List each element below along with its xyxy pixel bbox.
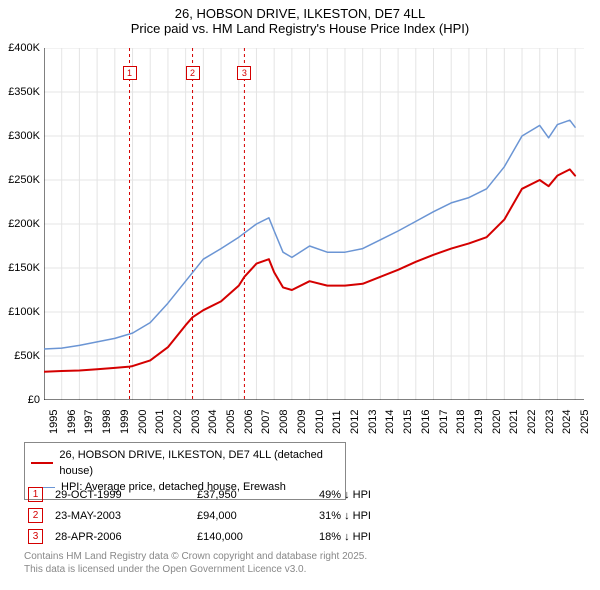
marker-number-box: 3: [28, 529, 43, 544]
marker-price: £94,000: [197, 510, 307, 522]
legend-label: 26, HOBSON DRIVE, ILKESTON, DE7 4LL (det…: [59, 447, 339, 479]
marker-row: 3 28-APR-2006 £140,000 18% ↓ HPI: [24, 526, 576, 547]
chart-container: 26, HOBSON DRIVE, ILKESTON, DE7 4LL Pric…: [0, 0, 600, 590]
legend-swatch: [31, 462, 53, 464]
marker-price: £37,950: [197, 489, 307, 501]
x-tick-label: 2014: [384, 410, 396, 434]
x-tick-label: 1998: [101, 410, 113, 434]
x-tick-label: 2022: [526, 410, 538, 434]
x-tick-label: 2012: [349, 410, 361, 434]
y-tick-label: £0: [28, 394, 40, 406]
x-tick-label: 1997: [83, 410, 95, 434]
footer-line1: Contains HM Land Registry data © Crown c…: [24, 550, 367, 563]
x-tick-label: 2007: [260, 410, 272, 434]
x-tick-label: 2008: [278, 410, 290, 434]
marker-date: 23-MAY-2003: [55, 510, 185, 522]
x-tick-label: 2019: [473, 410, 485, 434]
chart-marker-2: 2: [186, 66, 200, 80]
marker-number-box: 2: [28, 508, 43, 523]
x-tick-label: 2009: [296, 410, 308, 434]
title-line1: 26, HOBSON DRIVE, ILKESTON, DE7 4LL: [0, 6, 600, 21]
marker-row: 1 29-OCT-1999 £37,950 49% ↓ HPI: [24, 484, 576, 505]
marker-delta: 31% ↓ HPI: [319, 510, 576, 522]
x-tick-label: 2003: [190, 410, 202, 434]
chart-marker-3: 3: [237, 66, 251, 80]
y-tick-label: £300K: [8, 130, 40, 142]
y-tick-label: £50K: [14, 350, 40, 362]
y-tick-label: £100K: [8, 306, 40, 318]
x-tick-label: 2002: [172, 410, 184, 434]
y-tick-label: £150K: [8, 262, 40, 274]
x-tick-label: 2005: [225, 410, 237, 434]
x-tick-label: 2004: [207, 410, 219, 434]
x-tick-label: 2016: [420, 410, 432, 434]
x-tick-label: 2010: [314, 410, 326, 434]
x-tick-label: 1996: [66, 410, 78, 434]
x-tick-label: 2021: [508, 410, 520, 434]
y-axis-labels: £0£50K£100K£150K£200K£250K£300K£350K£400…: [0, 48, 42, 400]
x-tick-label: 2025: [579, 410, 591, 434]
x-tick-label: 2006: [243, 410, 255, 434]
legend-item: 26, HOBSON DRIVE, ILKESTON, DE7 4LL (det…: [31, 447, 339, 479]
x-tick-label: 2015: [402, 410, 414, 434]
x-tick-label: 2011: [331, 410, 343, 434]
marker-date: 28-APR-2006: [55, 531, 185, 543]
x-tick-label: 2020: [491, 410, 503, 434]
marker-number-box: 1: [28, 487, 43, 502]
x-tick-label: 2024: [561, 410, 573, 434]
y-tick-label: £350K: [8, 86, 40, 98]
x-axis-labels: 1995 1996 1997 1998 1999 2000 2001 2002 2003 2004…: [44, 404, 584, 444]
title-line2: Price paid vs. HM Land Registry's House …: [0, 21, 600, 36]
markers-table: 1 29-OCT-1999 £37,950 49% ↓ HPI 2 23-MAY-2003…: [24, 484, 576, 547]
chart-marker-1: 1: [123, 66, 137, 80]
x-tick-label: 1999: [119, 410, 131, 434]
x-tick-label: 2018: [455, 410, 467, 434]
x-tick-label: 2017: [438, 410, 450, 434]
marker-delta: 49% ↓ HPI: [319, 489, 576, 501]
x-tick-label: 2013: [367, 410, 379, 434]
x-tick-label: 2023: [544, 410, 556, 434]
marker-price: £140,000: [197, 531, 307, 543]
footer: Contains HM Land Registry data © Crown c…: [24, 550, 367, 576]
x-tick-label: 1995: [48, 410, 60, 434]
footer-line2: This data is licensed under the Open Gov…: [24, 563, 367, 576]
marker-date: 29-OCT-1999: [55, 489, 185, 501]
chart-plot-area: 1 2 3: [44, 48, 584, 400]
marker-delta: 18% ↓ HPI: [319, 531, 576, 543]
y-tick-label: £200K: [8, 218, 40, 230]
chart-svg: [44, 48, 584, 400]
x-tick-label: 2001: [154, 410, 166, 434]
marker-row: 2 23-MAY-2003 £94,000 31% ↓ HPI: [24, 505, 576, 526]
x-tick-label: 2000: [137, 410, 149, 434]
title-block: 26, HOBSON DRIVE, ILKESTON, DE7 4LL Pric…: [0, 0, 600, 36]
y-tick-label: £250K: [8, 174, 40, 186]
y-tick-label: £400K: [8, 42, 40, 54]
